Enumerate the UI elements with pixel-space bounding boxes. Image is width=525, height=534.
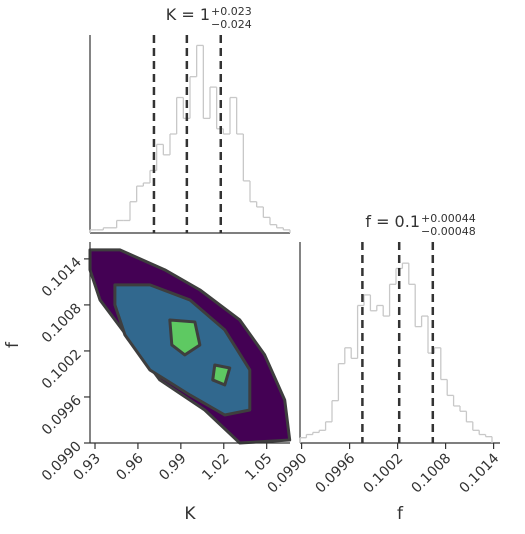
y-tick-label: 0.0996 [39,392,85,438]
y-tick-label: 0.1002 [39,346,85,392]
title-upper: +0.00044 [421,212,476,225]
x-tick-label: 0.0990 [264,451,310,497]
panel-title: K = 1 [166,5,210,24]
x-tick-label: 0.96 [113,450,146,483]
panel-title: f = 0.1 [365,212,420,231]
y-axis-label: f [3,341,23,348]
x-tick-label: 0.99 [156,451,189,484]
contour-region [168,318,202,357]
contour-region [211,363,232,387]
title-lower: −0.00048 [421,225,476,238]
x-tick-label: 0.1014 [456,450,502,496]
x-axis-label: K [184,504,196,524]
x-tick-label: 0.1002 [360,451,406,497]
x-tick-label: 0.1008 [408,451,454,497]
title-upper: +0.023 [211,5,252,18]
y-tick-label: 0.1014 [39,254,85,300]
x-tick-label: 1.02 [199,451,232,484]
x-axis-label: f [397,504,404,524]
title-lower: −0.024 [211,18,252,31]
x-tick-label: 0.0996 [312,450,358,496]
y-tick-label: 0.1008 [39,300,85,346]
